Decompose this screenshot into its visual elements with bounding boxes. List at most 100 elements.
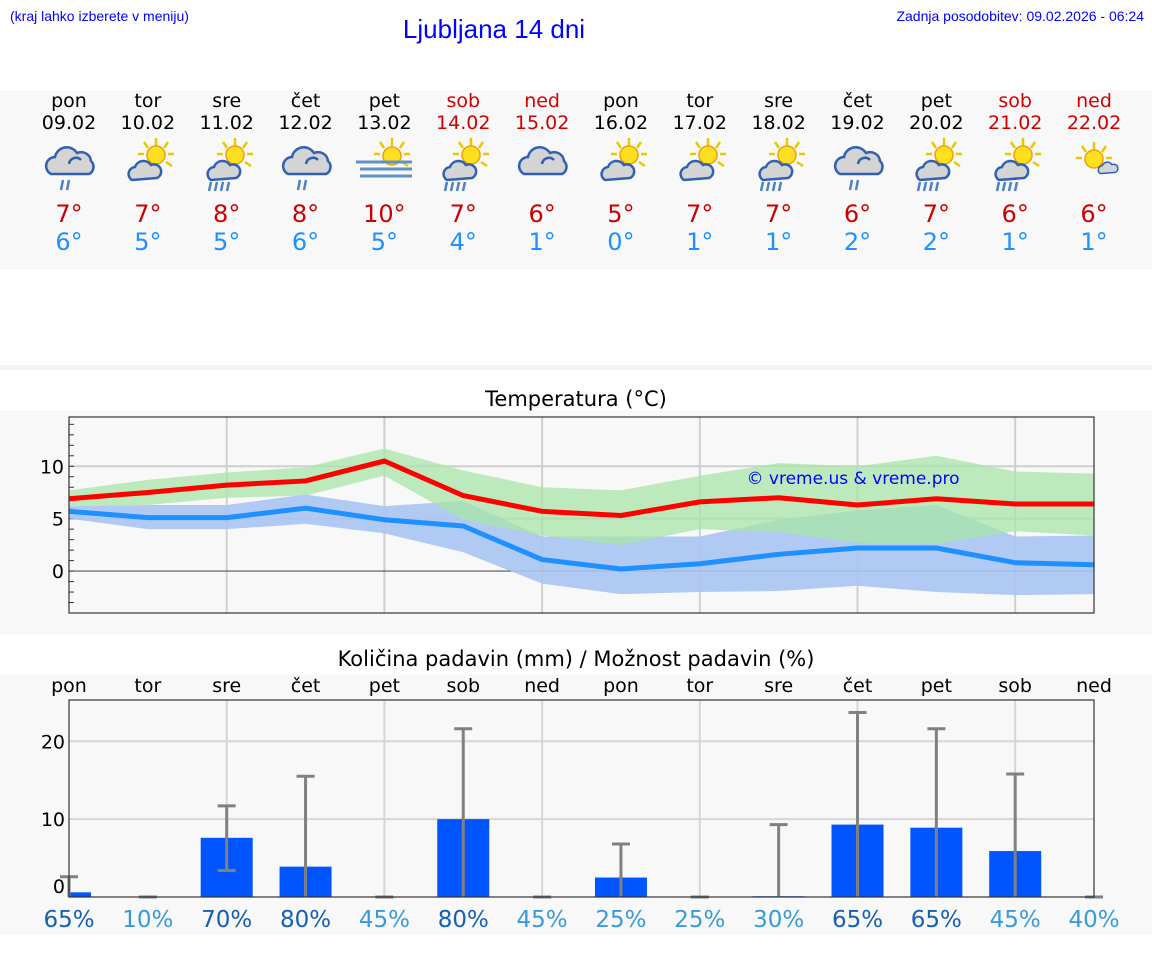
forecast-day: sob 14.02 7° 4° — [424, 90, 502, 256]
precip-probability: 45% — [517, 907, 568, 933]
max-temp-line — [68, 458, 1095, 519]
plot-frame — [68, 699, 1095, 898]
day-label: sre — [764, 675, 793, 697]
forecast-day: pon 09.02 7° 6° — [30, 90, 108, 256]
forecast-day: sob 21.02 6° 1° — [976, 90, 1054, 256]
forecast-strip — [0, 90, 1152, 270]
forecast-day: pet 13.02 10° 5° — [345, 90, 423, 256]
precip-probability: 70% — [201, 907, 252, 933]
day-date: 22.02 — [1066, 112, 1122, 134]
max-temp: 5° — [607, 200, 635, 228]
day-name: sob — [998, 90, 1032, 112]
max-temp: 8° — [291, 200, 320, 228]
day-name: pon — [603, 90, 639, 112]
day-date: 10.02 — [120, 112, 176, 134]
max-temp: 7° — [686, 200, 714, 228]
day-label: tor — [686, 675, 713, 697]
day-name: tor — [686, 90, 714, 112]
sun-cloud-rain-icon — [906, 134, 966, 194]
max-temp: 7° — [765, 200, 793, 228]
day-date: 09.02 — [41, 112, 97, 134]
forecast-day: sre 18.02 7° 1° — [740, 90, 818, 256]
min-temp: 6° — [291, 228, 320, 256]
max-temp: 6° — [1001, 200, 1029, 228]
sun-cloud-rain-icon — [749, 134, 809, 194]
day-name: pet — [368, 90, 400, 112]
day-name: čet — [290, 90, 321, 112]
day-date: 17.02 — [672, 112, 727, 134]
sun-cloud-icon — [118, 134, 178, 194]
precip-probability: 40% — [1068, 907, 1119, 933]
sun-cloud-icon — [591, 134, 651, 194]
forecast-day: tor 17.02 7° 1° — [661, 90, 739, 256]
day-label: sre — [212, 675, 241, 697]
min-temp: 5° — [370, 228, 399, 256]
cloud-rain-icon — [828, 134, 888, 194]
day-name: ned — [1076, 90, 1112, 112]
precip-probability: 25% — [595, 907, 646, 933]
day-label: tor — [134, 675, 161, 697]
y-tick-label: 10 — [41, 809, 65, 831]
max-temp: 6° — [843, 200, 872, 228]
day-label: pon — [51, 675, 87, 697]
divider — [0, 365, 1152, 370]
plot-frame — [68, 416, 1095, 614]
watermark: © vreme.us & vreme.pro — [746, 469, 959, 489]
min-temp: 1° — [528, 228, 556, 256]
precip-bar — [69, 892, 91, 897]
forecast-day: tor 10.02 7° 5° — [109, 90, 187, 256]
precip-probability: 80% — [280, 907, 331, 933]
max-temp: 7° — [134, 200, 162, 228]
day-date: 13.02 — [357, 112, 412, 134]
day-label: sob — [998, 675, 1032, 697]
precip-probability: 30% — [753, 907, 804, 933]
sun-fog-icon — [354, 134, 414, 194]
min-temp: 2° — [843, 228, 872, 256]
day-label: ned — [1076, 675, 1112, 697]
forecast-day: ned 15.02 6° 1° — [503, 90, 581, 256]
precip-probability: 45% — [359, 907, 410, 933]
y-tick-label: 0 — [52, 561, 64, 583]
precip-probability: 25% — [674, 907, 725, 933]
day-label: pon — [603, 675, 639, 697]
min-temp: 5° — [213, 228, 241, 256]
day-date: 11.02 — [199, 112, 254, 134]
day-date: 15.02 — [514, 112, 570, 134]
day-label: pet — [369, 675, 400, 697]
day-label: pet — [921, 675, 952, 697]
sun-cloud-icon — [670, 134, 730, 194]
forecast-day: čet 12.02 8° 6° — [267, 90, 345, 256]
forecast-day: ned 22.02 6° 1° — [1055, 90, 1133, 256]
location-hint: (kraj lahko izberete v meniju) — [10, 8, 189, 24]
day-date: 14.02 — [436, 112, 491, 134]
max-temp: 7° — [449, 200, 477, 228]
forecast-day: čet 19.02 6° 2° — [819, 90, 897, 256]
sun-small-cloud-icon — [1064, 134, 1124, 194]
sun-cloud-rain-icon — [433, 134, 493, 194]
min-temp: 4° — [449, 228, 477, 256]
min-temp: 1° — [1080, 228, 1108, 256]
precip-probability: 80% — [438, 907, 489, 933]
forecast-day: pon 16.02 5° 0° — [582, 90, 660, 256]
precip-probability: 65% — [832, 907, 883, 933]
min-temp: 1° — [686, 228, 714, 256]
day-date: 21.02 — [987, 112, 1043, 134]
max-temp: 8° — [213, 200, 241, 228]
day-date: 18.02 — [751, 112, 806, 134]
y-tick-label: 0 — [53, 876, 65, 898]
max-temp-range-band — [69, 448, 1095, 545]
precip-probability: 65% — [43, 907, 94, 933]
last-updated: Zadnja posodobitev: 09.02.2026 - 06:24 — [896, 8, 1144, 24]
day-label: čet — [291, 675, 321, 697]
day-name: sre — [212, 90, 242, 112]
precip-probability: 10% — [122, 907, 173, 933]
min-temp: 0° — [607, 228, 635, 256]
day-date: 16.02 — [593, 112, 649, 134]
sun-cloud-rain-icon — [985, 134, 1045, 194]
day-date: 20.02 — [909, 112, 964, 134]
min-temp: 2° — [922, 228, 950, 256]
cloud-rain-icon — [276, 134, 336, 194]
min-temp: 1° — [1001, 228, 1029, 256]
